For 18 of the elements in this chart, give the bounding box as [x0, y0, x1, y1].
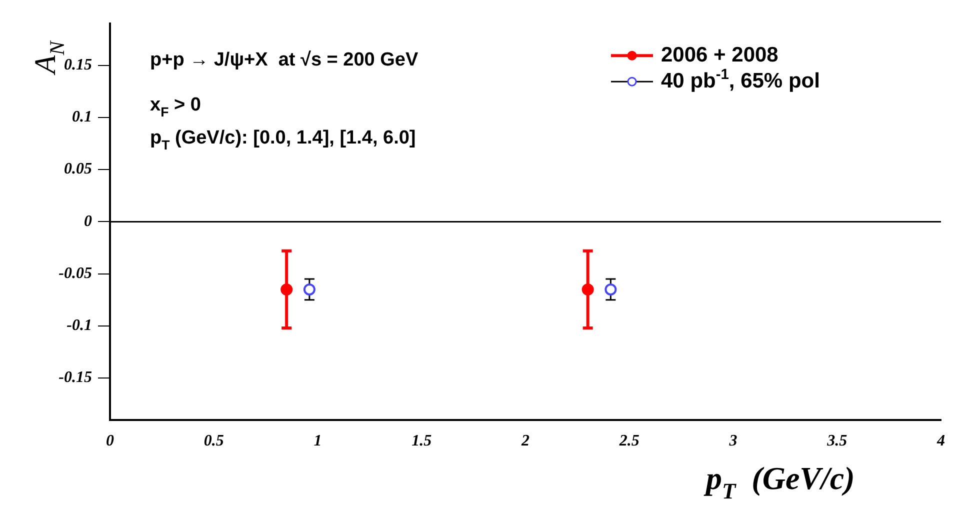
- y-tick-label: 0.05: [64, 160, 92, 178]
- x-tick-label: 3: [728, 432, 738, 450]
- x-tick-label: 0.5: [204, 432, 224, 450]
- x-tick-label: 2: [520, 432, 530, 450]
- x-tick-label: 1: [314, 432, 322, 450]
- legend-label: 2006 + 2008: [661, 44, 779, 67]
- y-tick-label: 0: [84, 212, 92, 230]
- annotation: p+p → J/ψ+X at √s = 200 GeV: [150, 50, 418, 71]
- y-tick-label: 0.15: [64, 56, 92, 74]
- x-tick-label: 0: [106, 432, 114, 450]
- y-tick-label: -0.1: [66, 317, 92, 334]
- x-tick-label: 3.5: [826, 432, 848, 450]
- x-tick-label: 2.5: [618, 432, 640, 450]
- y-tick-label: -0.05: [58, 264, 92, 282]
- x-tick-label: 4: [936, 432, 945, 450]
- y-tick-label: 0.1: [72, 108, 92, 126]
- y-tick-label: -0.15: [58, 369, 92, 386]
- x-tick-label: 1.5: [412, 432, 432, 450]
